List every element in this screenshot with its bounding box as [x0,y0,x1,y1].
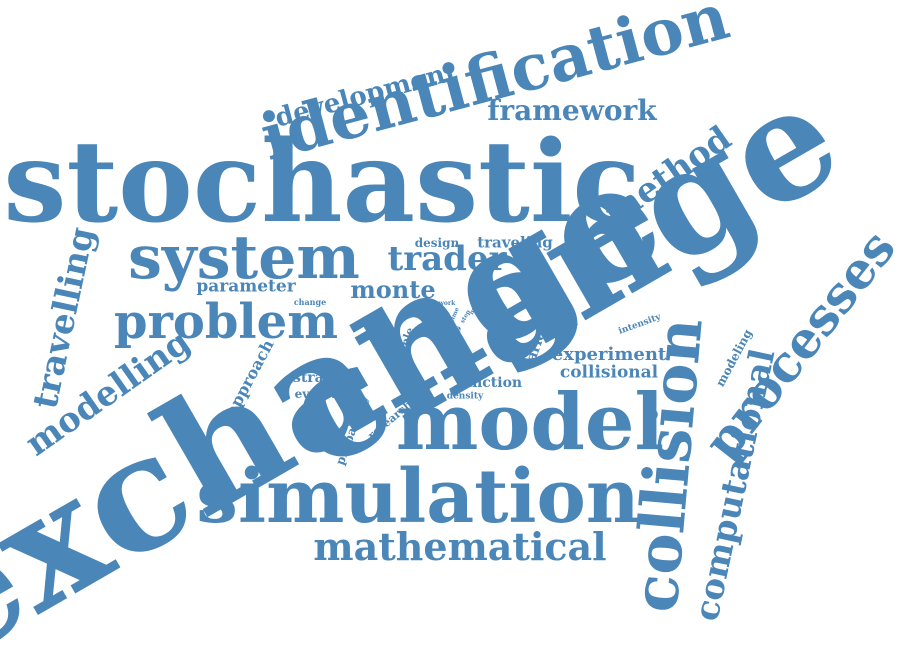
word-collisional: collisional [560,365,658,382]
word-density: density [447,393,483,402]
word-experiment: experiment [552,346,666,364]
word-design: design [415,237,459,249]
word-work: work [439,301,456,307]
word-framework: framework [487,97,656,125]
word-parameter: parameter [196,279,295,296]
word-evolution: evolution [295,388,358,400]
word-change-small: change [294,298,326,306]
word-function: function [456,376,522,390]
word-layer: layer [435,336,463,346]
word-traveling: traveling [477,236,553,251]
word-state: state [431,324,461,335]
word-simulation: simulation [196,460,639,534]
word-strategy: strategy [293,371,357,385]
word-proc: proc [480,306,495,312]
word-model: model [396,384,664,462]
word-monte: monte [350,278,435,302]
word-mathematical: mathematical [313,528,606,566]
